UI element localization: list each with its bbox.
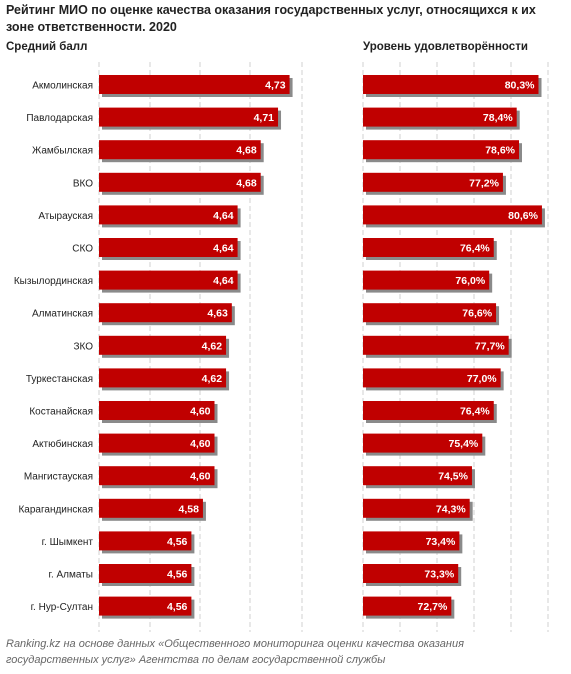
right-bar	[363, 498, 470, 518]
left-value-label: 4,58	[179, 503, 200, 515]
right-value-label: 76,4%	[460, 406, 490, 418]
right-value-label: 77,0%	[467, 373, 497, 385]
left-value-label: 4,60	[190, 406, 211, 418]
left-bar	[99, 75, 290, 94]
left-bar	[99, 238, 238, 257]
left-value-label: 4,64	[213, 275, 234, 287]
left-value-label: 4,73	[265, 80, 286, 92]
right-bar	[363, 238, 494, 257]
left-bar	[99, 172, 261, 192]
right-bar	[363, 368, 501, 388]
source-note: Ranking.kz на основе данных «Общественно…	[6, 638, 464, 666]
right-value-label: 80,6%	[508, 210, 538, 222]
right-bar	[363, 466, 472, 486]
right-value-label: 73,3%	[424, 569, 454, 581]
right-bar	[363, 401, 494, 420]
left-panel-title: Средний балл	[6, 41, 88, 53]
right-value-label: 77,7%	[475, 340, 505, 352]
right-bar	[363, 172, 503, 192]
category-label: Акмолинская	[32, 81, 93, 92]
left-value-label: 4,56	[167, 569, 188, 581]
right-value-label: 77,2%	[469, 177, 499, 189]
right-value-label: 76,4%	[460, 243, 490, 255]
right-value-label: 73,4%	[426, 536, 456, 548]
left-bar	[99, 498, 203, 518]
left-bar	[99, 140, 261, 160]
left-value-label: 4,68	[236, 177, 257, 189]
left-value-label: 4,71	[254, 112, 275, 124]
right-bar	[363, 564, 459, 583]
right-bar	[363, 335, 509, 355]
category-label: Актюбинская	[32, 438, 93, 450]
chart-title: Рейтинг МИО по оценке качества оказания …	[6, 3, 536, 34]
right-bar	[363, 303, 497, 323]
category-label: Карагандинская	[18, 504, 93, 515]
left-value-label: 4,56	[167, 536, 188, 548]
left-bar	[99, 368, 227, 388]
left-bar	[99, 107, 279, 127]
category-label: г. Алматы	[49, 570, 93, 581]
left-value-label: 4,60	[190, 438, 211, 450]
right-bar	[363, 433, 483, 453]
right-value-label: 78,4%	[483, 112, 513, 124]
right-bar	[363, 205, 542, 225]
category-label: Алматинская	[32, 309, 93, 320]
left-bar	[99, 564, 192, 583]
left-bar	[99, 205, 238, 225]
right-bar	[363, 75, 539, 94]
right-panel-title: Уровень удовлетворённости	[363, 41, 528, 53]
category-label: СКО	[72, 244, 93, 255]
category-label: Мангистауская	[24, 472, 93, 483]
category-label: ЗКО	[73, 341, 93, 352]
category-label: Атырауская	[38, 211, 93, 222]
left-value-label: 4,64	[213, 243, 234, 255]
right-value-label: 80,3%	[505, 80, 535, 92]
left-value-label: 4,62	[202, 340, 223, 352]
right-value-label: 74,3%	[436, 503, 466, 515]
left-value-label: 4,56	[167, 601, 188, 613]
right-bar	[363, 270, 490, 290]
right-bar	[363, 596, 452, 616]
category-label: Туркестанская	[26, 374, 93, 385]
left-bar	[99, 433, 215, 453]
left-bar	[99, 401, 215, 420]
right-value-label: 75,4%	[449, 438, 479, 450]
right-value-label: 78,6%	[485, 145, 515, 157]
category-label: Жамбылская	[32, 145, 93, 157]
left-value-label: 4,64	[213, 210, 234, 222]
category-label: Костанайская	[29, 407, 93, 418]
left-bar	[99, 531, 192, 551]
left-bar	[99, 596, 192, 616]
left-bar	[99, 303, 232, 323]
category-label: г. Шымкент	[42, 537, 94, 548]
left-value-label: 4,63	[207, 308, 228, 320]
right-value-label: 76,0%	[455, 275, 485, 287]
category-label: Павлодарская	[26, 113, 93, 124]
right-value-label: 74,5%	[438, 471, 468, 483]
right-bar	[363, 107, 517, 127]
category-label: ВКО	[73, 178, 93, 189]
left-bar	[99, 335, 227, 355]
left-value-label: 4,68	[236, 145, 257, 157]
category-label: г. Нур-Султан	[31, 602, 93, 613]
right-value-label: 72,7%	[418, 601, 448, 613]
left-bar	[99, 466, 215, 486]
right-value-label: 76,6%	[462, 308, 492, 320]
category-label: Кызылординская	[14, 276, 93, 287]
left-value-label: 4,62	[202, 373, 223, 385]
right-bar	[363, 531, 460, 551]
left-bar	[99, 270, 238, 290]
right-bar	[363, 140, 519, 160]
left-value-label: 4,60	[190, 471, 211, 483]
